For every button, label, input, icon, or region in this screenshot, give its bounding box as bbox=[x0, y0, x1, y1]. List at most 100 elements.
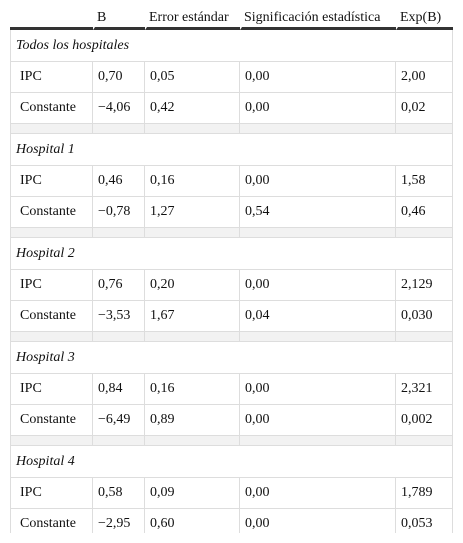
cell: 0,030 bbox=[396, 301, 453, 332]
cell: 0,46 bbox=[396, 197, 453, 228]
cell: 0,00 bbox=[240, 374, 396, 405]
cell: 0,00 bbox=[240, 270, 396, 301]
data-row: IPC 0,76 0,20 0,00 2,129 bbox=[10, 270, 453, 301]
cell: 0,002 bbox=[396, 405, 453, 436]
row-label: IPC bbox=[10, 374, 93, 405]
spacer-cell bbox=[93, 436, 145, 446]
spacer-cell bbox=[93, 124, 145, 134]
row-label: IPC bbox=[10, 166, 93, 197]
cell: 2,321 bbox=[396, 374, 453, 405]
spacer-cell bbox=[145, 124, 240, 134]
data-row: Constante −4,06 0,42 0,00 0,02 bbox=[10, 93, 453, 124]
spacer-cell bbox=[396, 332, 453, 342]
spacer-cell bbox=[145, 228, 240, 238]
cell: 0,58 bbox=[93, 478, 145, 509]
cell: 0,00 bbox=[240, 166, 396, 197]
spacer-cell bbox=[396, 228, 453, 238]
cell: 0,02 bbox=[396, 93, 453, 124]
row-label: Constante bbox=[10, 405, 93, 436]
cell: 1,27 bbox=[145, 197, 240, 228]
data-row: Constante −6,49 0,89 0,00 0,002 bbox=[10, 405, 453, 436]
header-cell: Exp(B) bbox=[396, 8, 453, 30]
spacer-cell bbox=[240, 124, 396, 134]
cell: −6,49 bbox=[93, 405, 145, 436]
cell: 0,04 bbox=[240, 301, 396, 332]
spacer-cell bbox=[10, 332, 93, 342]
cell: 0,053 bbox=[396, 509, 453, 533]
spacer-cell bbox=[240, 332, 396, 342]
data-row: IPC 0,70 0,05 0,00 2,00 bbox=[10, 62, 453, 93]
spacer-cell bbox=[145, 436, 240, 446]
spacer-cell bbox=[93, 332, 145, 342]
cell: −3,53 bbox=[93, 301, 145, 332]
spacer-cell bbox=[145, 332, 240, 342]
data-row: Constante −2,95 0,60 0,00 0,053 bbox=[10, 509, 453, 533]
section-title: Hospital 4 bbox=[10, 446, 453, 478]
cell: 0,00 bbox=[240, 405, 396, 436]
section-title-row: Hospital 2 bbox=[10, 238, 453, 270]
row-label: IPC bbox=[10, 478, 93, 509]
spacer-cell bbox=[10, 228, 93, 238]
section-title-row: Hospital 1 bbox=[10, 134, 453, 166]
data-row: IPC 0,46 0,16 0,00 1,58 bbox=[10, 166, 453, 197]
cell: 1,58 bbox=[396, 166, 453, 197]
row-label: IPC bbox=[10, 270, 93, 301]
table-header: B Error estándar Significación estadísti… bbox=[10, 8, 453, 30]
table: B Error estándar Significación estadísti… bbox=[10, 8, 453, 533]
cell: 0,00 bbox=[240, 93, 396, 124]
header-cell: Error estándar bbox=[145, 8, 240, 30]
section-title-row: Hospital 3 bbox=[10, 342, 453, 374]
cell: 0,00 bbox=[240, 478, 396, 509]
cell: −4,06 bbox=[93, 93, 145, 124]
row-label: Constante bbox=[10, 197, 93, 228]
cell: 0,20 bbox=[145, 270, 240, 301]
section-title: Hospital 1 bbox=[10, 134, 453, 166]
cell: 0,70 bbox=[93, 62, 145, 93]
spacer-row bbox=[10, 124, 453, 134]
cell: 0,46 bbox=[93, 166, 145, 197]
cell: 0,89 bbox=[145, 405, 240, 436]
header-row: B Error estándar Significación estadísti… bbox=[10, 8, 453, 30]
cell: 0,60 bbox=[145, 509, 240, 533]
data-row: IPC 0,84 0,16 0,00 2,321 bbox=[10, 374, 453, 405]
header-cell: B bbox=[93, 8, 145, 30]
section-title-row: Todos los hospitales bbox=[10, 30, 453, 62]
data-row: Constante −3,53 1,67 0,04 0,030 bbox=[10, 301, 453, 332]
spacer-row bbox=[10, 228, 453, 238]
cell: 1,67 bbox=[145, 301, 240, 332]
cell: 0,76 bbox=[93, 270, 145, 301]
cell: 0,42 bbox=[145, 93, 240, 124]
section-title: Todos los hospitales bbox=[10, 30, 453, 62]
spacer-cell bbox=[10, 124, 93, 134]
row-label: Constante bbox=[10, 93, 93, 124]
spacer-cell bbox=[396, 436, 453, 446]
row-label: IPC bbox=[10, 62, 93, 93]
header-cell bbox=[10, 8, 93, 30]
spacer-cell bbox=[93, 228, 145, 238]
cell: 0,54 bbox=[240, 197, 396, 228]
row-label: Constante bbox=[10, 509, 93, 533]
cell: 2,00 bbox=[396, 62, 453, 93]
cell: 0,09 bbox=[145, 478, 240, 509]
section-title: Hospital 3 bbox=[10, 342, 453, 374]
section-title-row: Hospital 4 bbox=[10, 446, 453, 478]
cell: 0,16 bbox=[145, 166, 240, 197]
spacer-row bbox=[10, 332, 453, 342]
table-container: B Error estándar Significación estadísti… bbox=[10, 8, 453, 533]
table-body: Todos los hospitales IPC 0,70 0,05 0,00 2,00 C… bbox=[10, 30, 453, 533]
cell: −0,78 bbox=[93, 197, 145, 228]
spacer-cell bbox=[240, 436, 396, 446]
cell: 1,789 bbox=[396, 478, 453, 509]
spacer-cell bbox=[240, 228, 396, 238]
row-label: Constante bbox=[10, 301, 93, 332]
cell: 0,05 bbox=[145, 62, 240, 93]
data-row: Constante −0,78 1,27 0,54 0,46 bbox=[10, 197, 453, 228]
data-row: IPC 0,58 0,09 0,00 1,789 bbox=[10, 478, 453, 509]
cell: 0,00 bbox=[240, 62, 396, 93]
spacer-cell bbox=[396, 124, 453, 134]
cell: 0,00 bbox=[240, 509, 396, 533]
spacer-cell bbox=[10, 436, 93, 446]
cell: 2,129 bbox=[396, 270, 453, 301]
section-title: Hospital 2 bbox=[10, 238, 453, 270]
